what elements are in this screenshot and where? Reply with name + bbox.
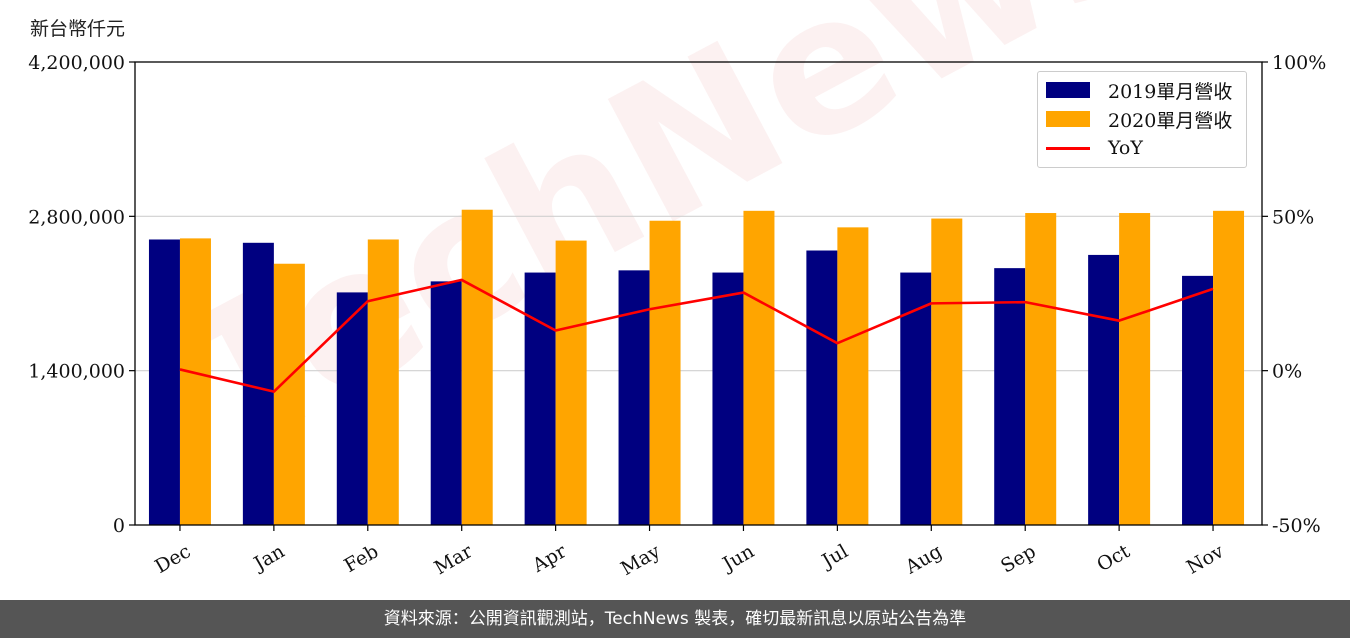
source-footer: 資料來源：公開資訊觀測站，TechNews 製表，確切最新訊息以原站公告為準 [0,600,1350,638]
bar-2020 [837,227,869,525]
bar-2020 [461,209,493,525]
chart-area: 0 1,400,000 2,800,000 4,200,000 -50% 0% 50% 100… [28,52,1326,580]
bar-2019 [806,250,838,525]
y-left-tick-label: 0 [113,515,125,537]
bar-2020 [367,239,399,525]
bar-2020 [555,240,587,526]
legend-swatch-yoy [1046,146,1090,150]
legend-label-2020: 2020單月營收 [1108,109,1233,132]
bar-2019 [1088,254,1120,525]
plot-frame [134,61,1263,526]
bar-2019 [994,268,1026,525]
x-tick-label: May [617,540,664,580]
legend-item-yoy: YoY [1046,136,1143,160]
bar-2019 [336,292,368,525]
legend-label-yoy: YoY [1108,137,1143,159]
legend-label-2019: 2019單月營收 [1108,80,1233,103]
y-right-tick-label: 100% [1272,52,1326,74]
bar-2020 [743,210,775,526]
x-tick-label: Aug [901,540,946,579]
y-left-tick-label: 1,400,000 [28,361,125,383]
y-left-tick-label: 2,800,000 [28,206,125,228]
y-right-tick-label: -50% [1272,515,1321,537]
bar-2020 [931,218,963,526]
x-tick-label: Mar [431,540,477,579]
x-tick-label: Nov [1183,540,1228,579]
unit-label: 新台幣仟元 [30,18,126,40]
x-tick-label: Sep [997,540,1040,577]
legend: 2019單月營收 2020單月營收 YoY [1037,71,1247,168]
bar-2020 [273,263,305,525]
bar-2019 [524,272,556,525]
bar-2019 [242,242,274,526]
x-tick-label: Oct [1093,540,1134,576]
bar-2020 [1213,210,1245,526]
x-tick-label: Apr [528,540,571,577]
bar-2020 [649,220,681,525]
legend-item-2019: 2019單月營收 [1046,78,1233,103]
x-tick-label: Feb [340,540,382,577]
legend-item-2020: 2020單月營收 [1046,107,1233,132]
bar-2020 [1025,213,1057,525]
bar-2019 [712,272,744,525]
bar-2020 [1119,213,1151,525]
x-tick-label: Dec [151,540,194,578]
yoy-line [179,278,1214,393]
y-right-tick-label: 0% [1272,361,1302,383]
bar-2019 [1182,275,1214,525]
legend-swatch-2020 [1046,111,1090,127]
bar-2020 [179,238,211,525]
bar-2019 [148,239,180,525]
legend-swatch-2019 [1046,82,1090,98]
y-left-tick-label: 4,200,000 [28,52,125,74]
y-right-tick-label: 50% [1272,206,1314,228]
x-tick-label: Jan [249,540,289,576]
x-tick-label: Jun [717,540,758,576]
x-tick-label: Jul [817,540,852,573]
bar-2019 [618,270,650,525]
bar-2019 [430,281,462,525]
